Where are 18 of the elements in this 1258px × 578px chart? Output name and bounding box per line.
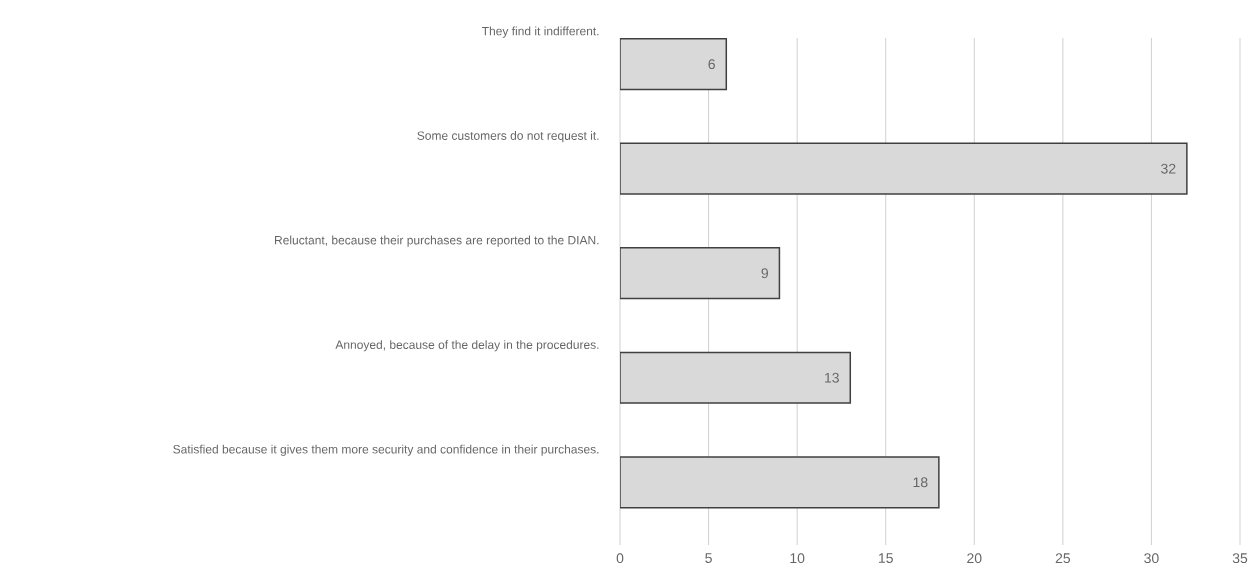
x-tick-label: 30	[1144, 553, 1159, 564]
x-tick-label: 35	[1232, 553, 1248, 564]
data-label: 6	[708, 59, 715, 70]
x-tick-label: 10	[790, 553, 805, 564]
y-tick-label: They find it indifferent.	[481, 26, 599, 38]
data-label: 32	[1161, 163, 1176, 174]
data-label: 9	[761, 268, 769, 279]
y-tick-label: Reluctant, because their purchases are reported to the DIAN.	[275, 235, 599, 247]
data-label: 18	[913, 477, 928, 488]
x-tick-label: 25	[1055, 553, 1071, 564]
data-label: 13	[825, 372, 839, 383]
x-tick-label: 15	[879, 553, 893, 563]
y-tick-label: Satisfied because it gives them more security and confidence in their purchases.	[173, 444, 599, 456]
x-tick-label: 0	[616, 553, 624, 564]
y-tick-label: Annoyed, because of the delay in the procedures.	[335, 340, 599, 352]
x-tick-label: 5	[705, 553, 712, 563]
x-tick-label: 20	[967, 553, 982, 564]
y-tick-label: Some customers do not request it.	[417, 131, 599, 143]
